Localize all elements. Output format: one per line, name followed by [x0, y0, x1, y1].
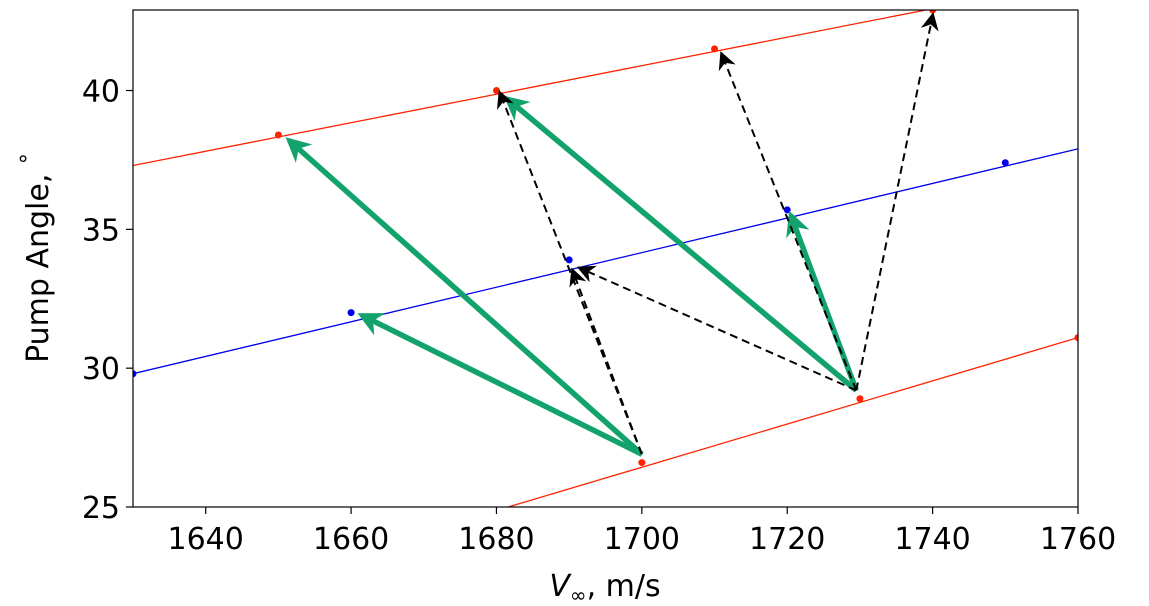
arrow	[718, 51, 858, 391]
data-point	[492, 87, 500, 95]
series-line	[133, 148, 1078, 375]
data-point	[711, 45, 719, 53]
arrow	[855, 12, 939, 391]
y-tick-label: 40	[82, 75, 120, 110]
arrow	[576, 265, 857, 392]
series-line	[133, 10, 930, 167]
data-point	[638, 459, 646, 467]
x-axis-label: V∞, m/s	[549, 569, 660, 606]
x-label-symbol: V	[549, 569, 572, 604]
y-tick-label: 35	[82, 213, 120, 248]
y-axis-label: Pump Angle, °	[17, 153, 56, 363]
x-tick-label: 1740	[894, 522, 970, 557]
x-tick-label: 1660	[313, 522, 389, 557]
x-tick-label: 1640	[168, 522, 244, 557]
plot-area	[133, 10, 1078, 507]
data-point	[565, 256, 573, 264]
x-tick-label: 1700	[604, 522, 680, 557]
data-point	[274, 131, 282, 139]
data-point	[783, 206, 791, 214]
data-point	[856, 395, 864, 403]
x-tick-label: 1760	[1040, 522, 1116, 557]
y-tick-label: 30	[82, 352, 120, 387]
x-label-subscript: ∞	[570, 583, 587, 606]
y-label-superscript: °	[17, 153, 42, 164]
x-tick-label: 1720	[749, 522, 825, 557]
y-label-text: Pump Angle,	[21, 164, 56, 363]
data-point	[1074, 334, 1078, 342]
data-point	[133, 370, 137, 378]
y-tick-label: 25	[82, 491, 120, 526]
arrow	[569, 267, 643, 455]
arrow	[357, 312, 644, 457]
x-label-rest: , m/s	[587, 569, 661, 604]
x-tick-label: 1680	[458, 522, 534, 557]
data-point	[347, 309, 355, 317]
plot-frame	[132, 9, 1079, 508]
arrow	[503, 95, 859, 393]
data-point	[1001, 159, 1009, 167]
series-line	[507, 337, 1078, 507]
arrow	[285, 137, 644, 457]
